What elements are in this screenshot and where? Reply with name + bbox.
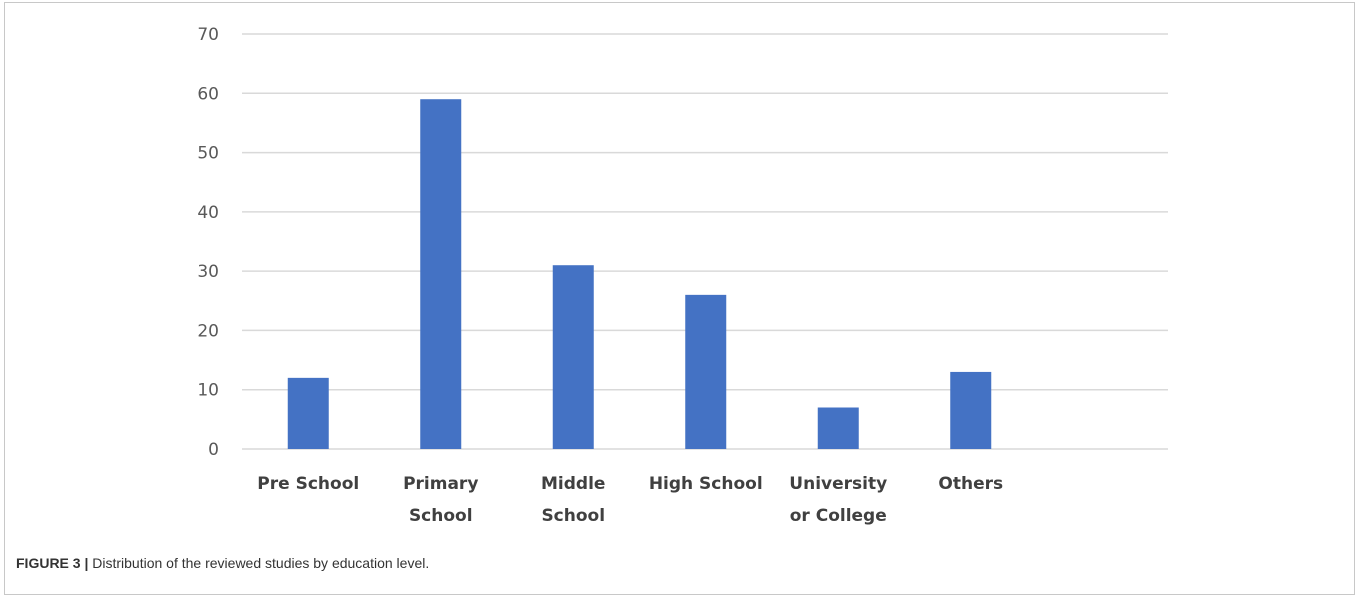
y-tick-label: 30	[197, 262, 219, 282]
x-tick-label: Primary School	[403, 474, 478, 526]
bar-3	[685, 294, 727, 449]
x-tick-label: Middle School	[541, 474, 605, 526]
bars	[287, 99, 992, 449]
y-tick-label: 0	[208, 440, 219, 460]
y-axis-ticks: 0 10 20 30 40 50 60 70	[197, 25, 219, 460]
bar-2	[552, 265, 594, 449]
figure-label: FIGURE 3 |	[16, 555, 89, 571]
gridlines	[242, 33, 1168, 450]
x-tick-label: Others	[938, 474, 1003, 494]
figure-caption: FIGURE 3 | Distribution of the reviewed …	[16, 555, 429, 571]
y-tick-label: 20	[197, 321, 219, 341]
x-axis-ticks: Pre School Primary School Middle School High …	[257, 474, 1003, 526]
bar-4	[817, 407, 859, 449]
x-tick-label: High School	[649, 474, 763, 494]
y-tick-label: 10	[197, 381, 219, 401]
bar-5	[950, 371, 992, 449]
y-tick-label: 50	[197, 144, 219, 164]
figure-frame	[4, 2, 1355, 595]
bar-chart: 0 10 20 30 40 50 60 70 Pre School Primary School M…	[197, 25, 1168, 526]
bar-1	[420, 99, 462, 449]
bar-0	[287, 377, 329, 449]
x-tick-label: Pre School	[257, 474, 359, 494]
y-tick-label: 70	[197, 25, 219, 45]
x-tick-label: University or College	[789, 474, 887, 526]
y-tick-label: 40	[197, 203, 219, 223]
y-tick-label: 60	[197, 84, 219, 104]
figure-caption-text: Distribution of the reviewed studies by …	[92, 555, 430, 571]
